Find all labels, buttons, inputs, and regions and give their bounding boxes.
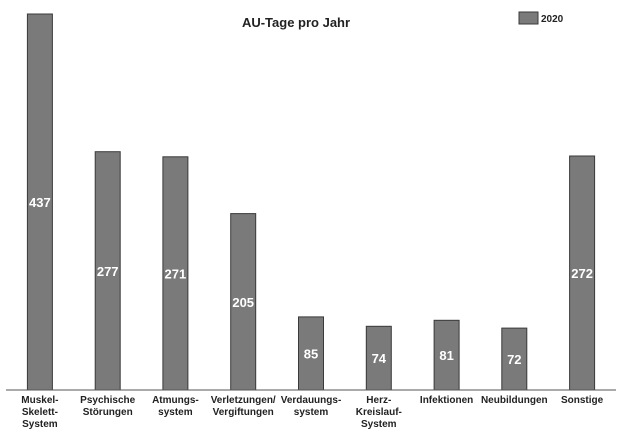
data-label-7: 81 xyxy=(439,348,453,363)
legend: 2020 xyxy=(519,12,564,25)
data-label-3: 271 xyxy=(165,266,187,281)
x-tick-labels: Muskel-Skelett-System Psychische Störungen… xyxy=(21,395,603,430)
data-label-9: 272 xyxy=(571,266,593,281)
data-label-6: 74 xyxy=(372,351,387,366)
data-label-2: 277 xyxy=(97,264,119,279)
legend-swatch-2020 xyxy=(519,12,538,24)
bars-group: 437 277 271 205 85 74 81 72 272 xyxy=(27,14,594,390)
data-label-1: 437 xyxy=(29,195,51,210)
x-tick-label-8: Neubildungen xyxy=(481,395,548,406)
data-label-5: 85 xyxy=(304,346,318,361)
x-tick-label-4: Verletzungen/Vergiftungen xyxy=(211,395,276,418)
x-tick-label-2: Psychische Störungen xyxy=(80,395,135,418)
x-tick-label-9: Sonstige xyxy=(561,395,604,406)
data-label-8: 72 xyxy=(507,352,521,367)
legend-label-2020: 2020 xyxy=(541,14,564,25)
x-tick-label-5: Verdauungs-system xyxy=(281,395,342,418)
x-tick-label-6: Herz-Kreislauf-System xyxy=(356,395,402,430)
data-label-4: 205 xyxy=(232,295,254,310)
x-tick-label-1: Muskel-Skelett-System xyxy=(21,395,58,430)
x-tick-label-3: Atmungs-system xyxy=(152,395,199,418)
chart-title: AU-Tage pro Jahr xyxy=(242,15,350,30)
x-tick-label-7: Infektionen xyxy=(420,395,473,406)
